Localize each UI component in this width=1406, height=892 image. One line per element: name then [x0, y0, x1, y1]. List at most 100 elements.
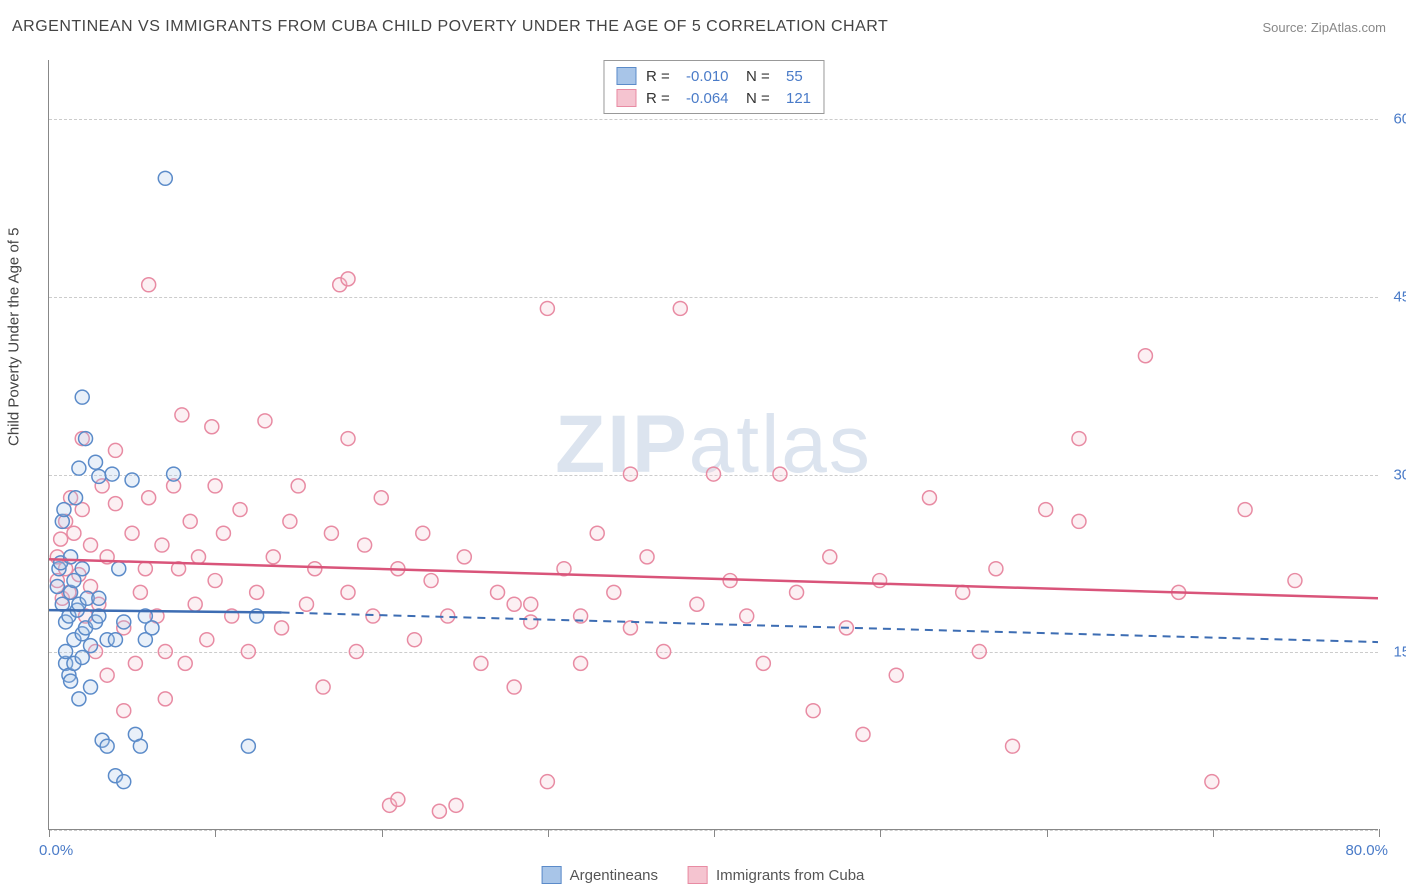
data-point-cuba	[416, 526, 430, 540]
data-point-cuba	[158, 692, 172, 706]
data-point-argentineans	[84, 639, 98, 653]
chart-title: ARGENTINEAN VS IMMIGRANTS FROM CUBA CHIL…	[12, 18, 888, 36]
data-point-cuba	[790, 585, 804, 599]
data-point-cuba	[275, 621, 289, 635]
data-point-cuba	[1072, 514, 1086, 528]
data-point-cuba	[158, 645, 172, 659]
x-tick	[49, 829, 50, 837]
data-point-argentineans	[167, 467, 181, 481]
data-point-cuba	[291, 479, 305, 493]
data-point-cuba	[540, 301, 554, 315]
r-value-argentineans: -0.010	[686, 68, 736, 85]
data-point-cuba	[216, 526, 230, 540]
data-point-cuba	[175, 408, 189, 422]
legend-item-argentineans: Argentineans	[542, 866, 658, 884]
data-point-cuba	[241, 645, 255, 659]
data-point-cuba	[188, 597, 202, 611]
y-tick-label: 45.0%	[1393, 288, 1406, 305]
swatch-argentineans	[616, 67, 636, 85]
data-point-cuba	[341, 432, 355, 446]
data-point-cuba	[432, 804, 446, 818]
legend-row-argentineans: R = -0.010 N = 55	[616, 65, 811, 87]
data-point-cuba	[374, 491, 388, 505]
y-tick-label: 60.0%	[1393, 111, 1406, 128]
data-point-cuba	[341, 585, 355, 599]
data-point-cuba	[640, 550, 654, 564]
data-point-cuba	[607, 585, 621, 599]
data-point-cuba	[205, 420, 219, 434]
correlation-legend: R = -0.010 N = 55 R = -0.064 N = 121	[603, 60, 824, 114]
data-point-argentineans	[92, 591, 106, 605]
series-legend: Argentineans Immigrants from Cuba	[542, 866, 865, 884]
legend-label-cuba: Immigrants from Cuba	[716, 867, 864, 884]
data-point-cuba	[673, 301, 687, 315]
data-point-cuba	[200, 633, 214, 647]
data-point-cuba	[474, 656, 488, 670]
data-point-cuba	[922, 491, 936, 505]
data-point-cuba	[125, 526, 139, 540]
data-point-argentineans	[117, 615, 131, 629]
data-point-argentineans	[241, 739, 255, 753]
data-point-cuba	[341, 272, 355, 286]
n-value-cuba: 121	[786, 90, 811, 107]
n-label: N =	[746, 68, 776, 85]
x-tick	[714, 829, 715, 837]
data-point-cuba	[424, 574, 438, 588]
data-point-cuba	[407, 633, 421, 647]
legend-item-cuba: Immigrants from Cuba	[688, 866, 864, 884]
data-point-cuba	[316, 680, 330, 694]
data-point-cuba	[449, 798, 463, 812]
x-tick	[1213, 829, 1214, 837]
data-point-cuba	[873, 574, 887, 588]
data-point-cuba	[178, 656, 192, 670]
data-point-cuba	[740, 609, 754, 623]
data-point-cuba	[67, 526, 81, 540]
x-tick	[215, 829, 216, 837]
data-point-cuba	[258, 414, 272, 428]
data-point-cuba	[690, 597, 704, 611]
data-point-argentineans	[79, 432, 93, 446]
data-point-cuba	[540, 775, 554, 789]
y-tick-label: 15.0%	[1393, 644, 1406, 661]
data-point-argentineans	[158, 171, 172, 185]
n-label: N =	[746, 90, 776, 107]
data-point-cuba	[142, 278, 156, 292]
data-point-cuba	[142, 491, 156, 505]
data-point-cuba	[366, 609, 380, 623]
data-point-cuba	[507, 597, 521, 611]
data-point-cuba	[756, 656, 770, 670]
data-point-cuba	[324, 526, 338, 540]
data-point-cuba	[972, 645, 986, 659]
data-point-argentineans	[100, 739, 114, 753]
scatter-svg	[49, 60, 1378, 829]
data-point-cuba	[1288, 574, 1302, 588]
x-tick	[548, 829, 549, 837]
legend-swatch-cuba	[688, 866, 708, 884]
plot-area: ZIPatlas R = -0.010 N = 55 R = -0.064 N …	[48, 60, 1378, 830]
data-point-argentineans	[75, 562, 89, 576]
r-label: R =	[646, 68, 676, 85]
legend-swatch-argentineans	[542, 866, 562, 884]
data-point-cuba	[989, 562, 1003, 576]
data-point-cuba	[358, 538, 372, 552]
data-point-cuba	[183, 514, 197, 528]
data-point-argentineans	[84, 680, 98, 694]
data-point-argentineans	[133, 739, 147, 753]
data-point-cuba	[54, 532, 68, 546]
data-point-cuba	[208, 479, 222, 493]
y-tick-label: 30.0%	[1393, 466, 1406, 483]
data-point-cuba	[1072, 432, 1086, 446]
data-point-cuba	[349, 645, 363, 659]
data-point-cuba	[823, 550, 837, 564]
data-point-cuba	[1205, 775, 1219, 789]
data-point-cuba	[574, 656, 588, 670]
data-point-cuba	[457, 550, 471, 564]
data-point-cuba	[491, 585, 505, 599]
data-point-argentineans	[69, 491, 83, 505]
data-point-cuba	[128, 656, 142, 670]
data-point-cuba	[1238, 503, 1252, 517]
n-value-argentineans: 55	[786, 68, 803, 85]
data-point-argentineans	[72, 692, 86, 706]
data-point-argentineans	[57, 503, 71, 517]
data-point-argentineans	[92, 469, 106, 483]
